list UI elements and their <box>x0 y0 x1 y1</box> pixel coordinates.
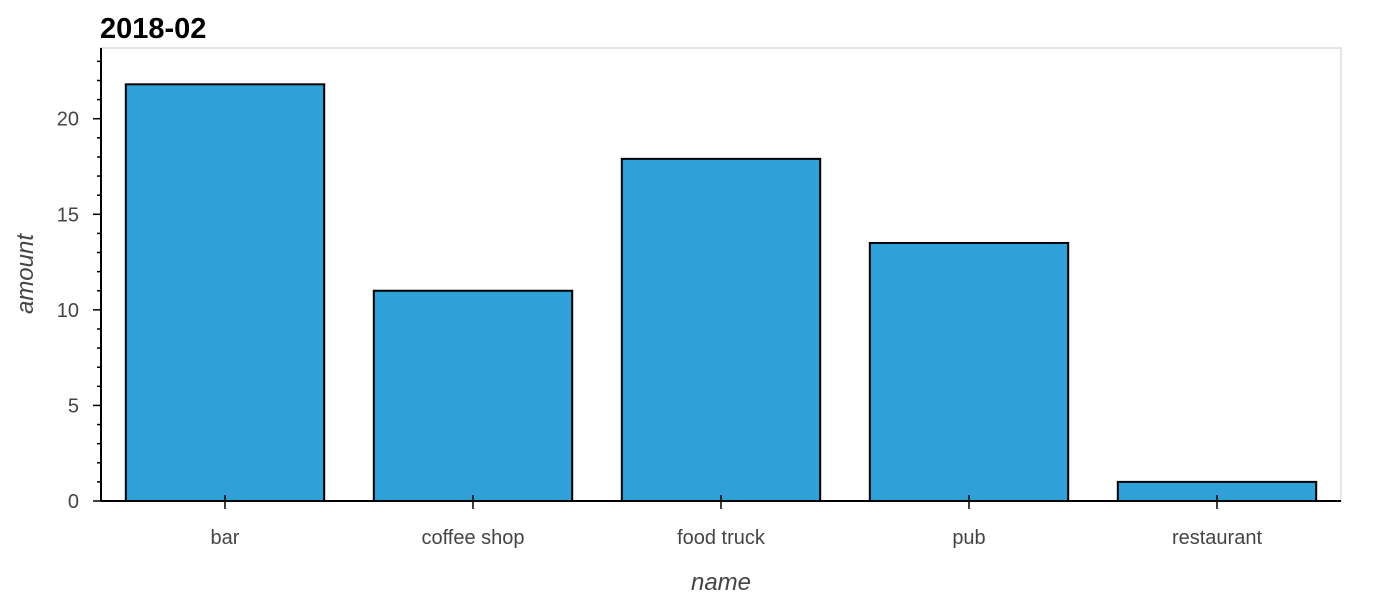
bar-pub <box>868 241 1070 502</box>
x-tick-label: coffee shop <box>421 527 524 549</box>
y-tick-label: 10 <box>57 300 79 322</box>
bars-group <box>124 83 1318 503</box>
bar-coffee-shop <box>372 289 574 502</box>
chart-title: 2018-02 <box>100 13 206 45</box>
y-tick-label: 5 <box>68 395 79 417</box>
x-tick-label: food truck <box>677 527 766 549</box>
y-axis: 0 5 10 15 20 <box>57 48 102 513</box>
x-tick-label: restaurant <box>1172 527 1262 549</box>
x-axis: bar coffee shop food truck pub restaurant <box>101 495 1341 549</box>
x-tick-label: pub <box>952 527 985 549</box>
y-tick-label: 20 <box>57 109 79 131</box>
bar-food-truck <box>620 157 822 503</box>
x-tick-label: bar <box>211 527 240 549</box>
y-tick-label: 15 <box>57 204 79 226</box>
y-axis-label: amount <box>12 233 39 314</box>
bar-bar <box>124 83 326 502</box>
y-tick-label: 0 <box>68 491 79 513</box>
x-axis-label: name <box>691 569 751 596</box>
